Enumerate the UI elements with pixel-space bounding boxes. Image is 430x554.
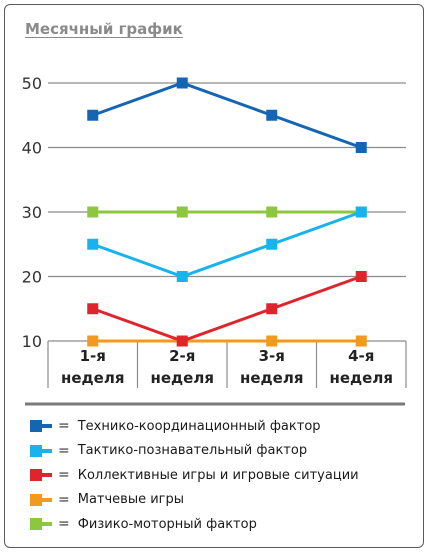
legend-label: Тактико-познавательный фактор [77, 443, 308, 459]
data-point-marker [87, 206, 99, 218]
y-tick-label: 50 [22, 74, 42, 93]
y-tick-label: 10 [22, 332, 42, 351]
chart-title: Месячный график [25, 20, 183, 38]
legend-equals-sign: = [58, 491, 70, 508]
series-line [92, 275, 362, 343]
data-point-marker [176, 206, 188, 218]
legend-swatch [30, 493, 52, 507]
x-tick-label: 3-я [259, 347, 285, 365]
legend-swatch [30, 468, 52, 482]
data-point-marker [266, 238, 278, 250]
y-tick-label: 20 [22, 268, 42, 287]
x-tick-label: неделя [61, 369, 124, 387]
data-point-marker [87, 335, 99, 347]
legend-item: = Матчевые игры [30, 488, 359, 513]
legend-equals-sign: = [58, 516, 70, 533]
x-tick-label: 4-я [348, 347, 374, 365]
data-point-marker [355, 271, 367, 282]
x-tick-label: 1-я [80, 347, 106, 365]
data-point-marker [355, 206, 367, 218]
legend-equals-sign: = [58, 467, 70, 484]
series-line [92, 210, 362, 279]
legend-swatch [30, 419, 52, 433]
legend-swatch [30, 517, 52, 531]
legend-item: = Технико-координационный фактор [30, 414, 359, 439]
data-point-marker [266, 303, 278, 315]
legend-label: Коллективные игры и игровые ситуации [77, 467, 359, 483]
data-point-marker [355, 142, 367, 153]
x-tick-label: неделя [151, 369, 214, 387]
legend-label: Матчевые игры [77, 492, 185, 508]
data-point-marker [176, 335, 188, 347]
series-line [92, 81, 362, 149]
legend-item: = Физико-моторный фактор [30, 512, 359, 537]
data-point-marker [266, 109, 278, 121]
data-point-marker [176, 77, 188, 89]
data-point-marker [266, 335, 278, 347]
legend-swatch [30, 444, 52, 458]
x-tick-label: 2-я [169, 347, 195, 365]
data-point-marker [87, 303, 99, 315]
data-point-marker [355, 335, 367, 347]
chart-legend: = Технико-координационный фактор = Тактико-… [30, 414, 359, 537]
data-point-marker [87, 109, 99, 121]
legend-label: Физико-моторный фактор [77, 516, 257, 532]
y-tick-label: 30 [22, 203, 42, 222]
data-point-marker [266, 206, 278, 218]
legend-item: = Коллективные игры и игровые ситуации [30, 463, 359, 488]
data-point-marker [87, 238, 99, 250]
data-point-marker [176, 271, 188, 282]
x-tick-label: неделя [240, 369, 303, 387]
legend-equals-sign: = [58, 442, 70, 459]
legend-item: = Тактико-познавательный фактор [30, 439, 359, 464]
legend-equals-sign: = [58, 418, 70, 435]
x-tick-label: неделя [330, 369, 393, 387]
legend-label: Технико-координационный фактор [77, 418, 321, 434]
y-tick-label: 40 [22, 139, 42, 158]
